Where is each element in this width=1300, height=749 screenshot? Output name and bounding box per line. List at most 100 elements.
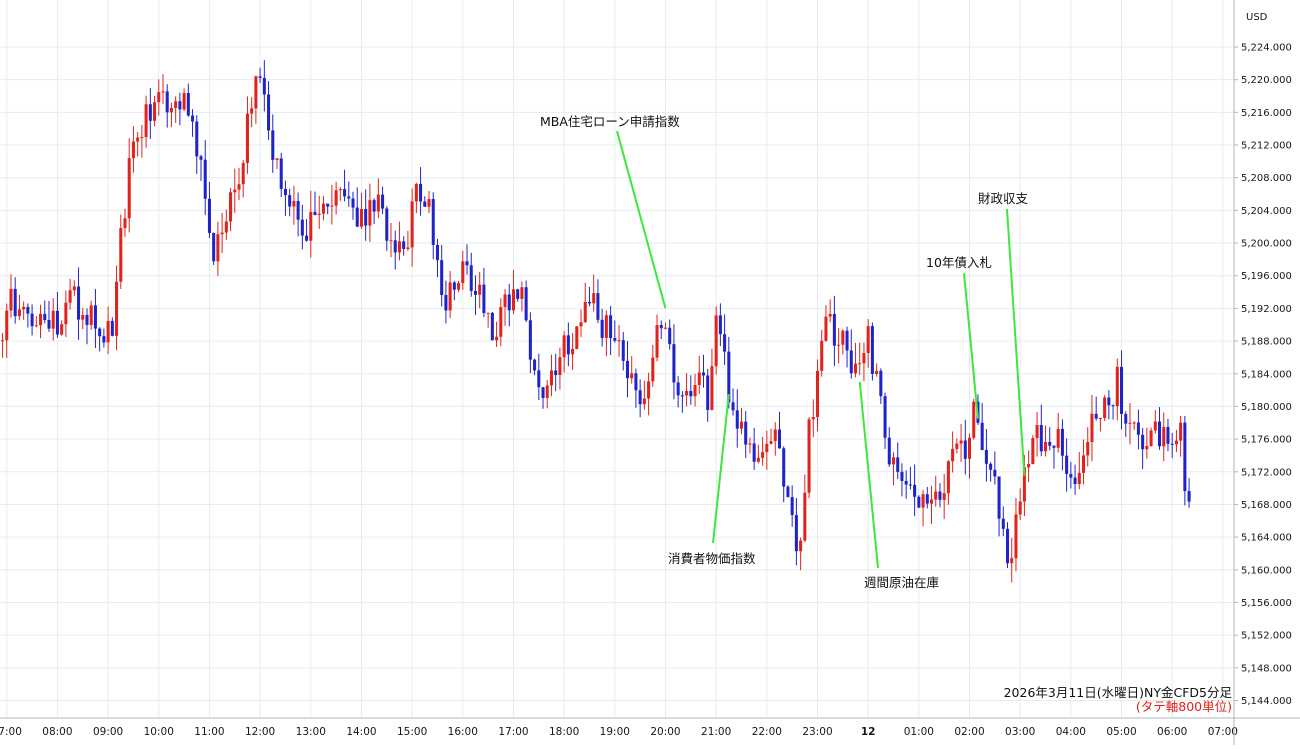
- candle-body: [1141, 434, 1145, 450]
- candle-up: [376, 178, 380, 219]
- event-label: 10年債入札: [926, 255, 992, 270]
- candle-up: [642, 380, 646, 410]
- candle-body: [554, 370, 558, 376]
- candle-body: [651, 357, 655, 382]
- candle-body: [1124, 413, 1128, 424]
- candle-up: [1098, 417, 1102, 432]
- candle-up: [604, 310, 608, 357]
- candle-body: [858, 363, 862, 365]
- candle-up: [410, 188, 414, 267]
- candle-up: [233, 168, 237, 213]
- candle-down: [1141, 427, 1145, 470]
- event-label: 週間原油在庫: [864, 575, 939, 590]
- candle-down: [423, 196, 427, 207]
- candle-body: [879, 370, 883, 397]
- candle-down: [1094, 396, 1098, 421]
- candle-body: [866, 326, 870, 354]
- candle-body: [355, 207, 359, 227]
- candle-up: [254, 75, 258, 124]
- candle-body: [13, 288, 17, 317]
- candle-body: [748, 443, 752, 445]
- candle-body: [144, 104, 148, 138]
- candle-body: [1065, 455, 1069, 474]
- candle-up: [811, 399, 815, 438]
- candle-body: [967, 437, 972, 459]
- candle-body: [706, 375, 710, 410]
- candle-body: [77, 286, 81, 320]
- event-label: 消費者物価指数: [668, 551, 756, 566]
- candle-body: [93, 305, 97, 329]
- candle-down: [963, 419, 967, 475]
- candle-up: [837, 327, 841, 364]
- candle-body: [43, 313, 47, 321]
- candle-body: [393, 240, 397, 253]
- candle-body: [440, 260, 444, 296]
- candle-down: [482, 267, 486, 318]
- event-annotation: 消費者物価指数: [668, 394, 756, 566]
- candle-down: [372, 198, 376, 224]
- candle-up: [558, 347, 562, 390]
- candle-down: [634, 368, 638, 408]
- candle-down: [178, 92, 182, 126]
- candle-body: [1001, 518, 1005, 529]
- candle-body: [123, 218, 127, 229]
- candle-up: [617, 324, 621, 357]
- candle-up: [685, 373, 689, 407]
- candle-body: [106, 321, 110, 343]
- candle-body: [262, 77, 266, 95]
- candle-body: [406, 247, 410, 249]
- candle-up: [89, 300, 93, 330]
- candle-down: [925, 486, 929, 509]
- candle-down: [186, 83, 190, 117]
- candle-body: [254, 76, 258, 109]
- candle-up: [22, 301, 26, 320]
- candle-down: [989, 462, 993, 482]
- event-annotation: 週間原油在庫: [858, 381, 939, 590]
- candle-up: [946, 460, 950, 505]
- candle-down: [659, 320, 663, 340]
- candle-body: [364, 209, 368, 226]
- candle-body: [279, 158, 283, 189]
- candle-down: [313, 191, 317, 216]
- candle-down: [199, 154, 203, 181]
- candle-body: [347, 196, 351, 199]
- candle-body: [1103, 397, 1107, 418]
- candle-body: [596, 293, 600, 320]
- candle-up: [389, 222, 393, 258]
- candle-up: [127, 138, 131, 233]
- candle-down: [1048, 427, 1052, 451]
- candle-body: [296, 200, 300, 220]
- candle-body: [499, 307, 503, 337]
- candle-body: [419, 183, 423, 202]
- candle-body: [1052, 445, 1056, 448]
- candle-body: [507, 294, 511, 311]
- candle-down: [1052, 445, 1056, 469]
- candle-body: [942, 493, 946, 500]
- candle-up: [368, 183, 372, 242]
- candle-down: [191, 109, 195, 137]
- y-tick-label: 5,180.000: [1241, 402, 1292, 413]
- candle-down: [883, 392, 887, 449]
- candle-body: [820, 340, 824, 371]
- candle-body: [1111, 405, 1115, 407]
- candle-up: [693, 373, 697, 407]
- candle-down: [524, 280, 528, 323]
- candle-body: [1022, 467, 1026, 502]
- candle-up: [499, 298, 503, 347]
- x-tick-label: 23:00: [802, 726, 832, 738]
- candle-body: [68, 290, 72, 303]
- candle-body: [245, 113, 249, 163]
- candle-body: [668, 327, 672, 345]
- y-tick-label: 5,200.000: [1241, 239, 1292, 250]
- candle-down: [904, 470, 908, 499]
- candle-body: [110, 321, 114, 336]
- candle-body: [461, 261, 465, 284]
- candle-body: [710, 366, 714, 410]
- candle-body: [972, 401, 976, 438]
- candle-body: [807, 419, 811, 493]
- candle-up: [250, 97, 254, 128]
- candle-body: [34, 325, 38, 327]
- candle-body: [212, 232, 216, 262]
- candle-body: [963, 440, 967, 459]
- candle-up: [39, 304, 43, 339]
